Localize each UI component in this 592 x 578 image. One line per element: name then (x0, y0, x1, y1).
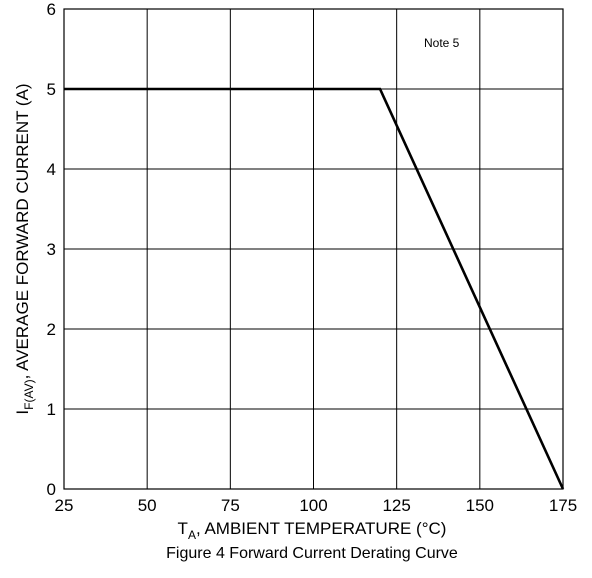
x-axis-label-rest: , AMBIENT TEMPERATURE (°C) (196, 519, 447, 538)
y-axis-label-sub: F(AV) (22, 379, 36, 409)
x-axis-label-main: T (178, 519, 188, 538)
y-tick-label: 0 (47, 480, 56, 499)
x-tick-label: 25 (55, 496, 74, 515)
y-axis-label-main: I (13, 410, 32, 415)
x-tick-label: 75 (221, 496, 240, 515)
x-axis-label-sub: A (188, 528, 196, 542)
y-tick-label: 2 (47, 320, 56, 339)
y-tick-label: 6 (47, 0, 56, 19)
x-axis-label: TA, AMBIENT TEMPERATURE (°C) (178, 519, 447, 542)
y-tick-labels: 0 1 2 3 4 5 6 (47, 0, 56, 499)
plot-frame (63, 8, 564, 490)
figure-caption: Figure 4 Forward Current Derating Curve (166, 545, 458, 562)
y-tick-label: 4 (47, 160, 56, 179)
x-tick-label: 175 (549, 496, 577, 515)
x-tick-label: 150 (466, 496, 494, 515)
x-tick-labels: 25 50 75 100 125 150 175 (55, 496, 578, 515)
y-tick-label: 3 (47, 240, 56, 259)
note-annotation: Note 5 (424, 36, 460, 50)
y-axis-label: IF(AV), AVERAGE FORWARD CURRENT (A) (13, 83, 36, 414)
derating-curve-line (64, 87, 565, 490)
y-tick-label: 5 (47, 80, 56, 99)
y-tick-label: 1 (47, 400, 56, 419)
y-axis-label-rest: , AVERAGE FORWARD CURRENT (A) (13, 83, 32, 379)
x-tick-label: 100 (299, 496, 327, 515)
x-tick-label: 50 (138, 496, 157, 515)
grid-lines (63, 8, 564, 490)
series-layer (64, 87, 565, 490)
x-tick-label: 125 (382, 496, 410, 515)
